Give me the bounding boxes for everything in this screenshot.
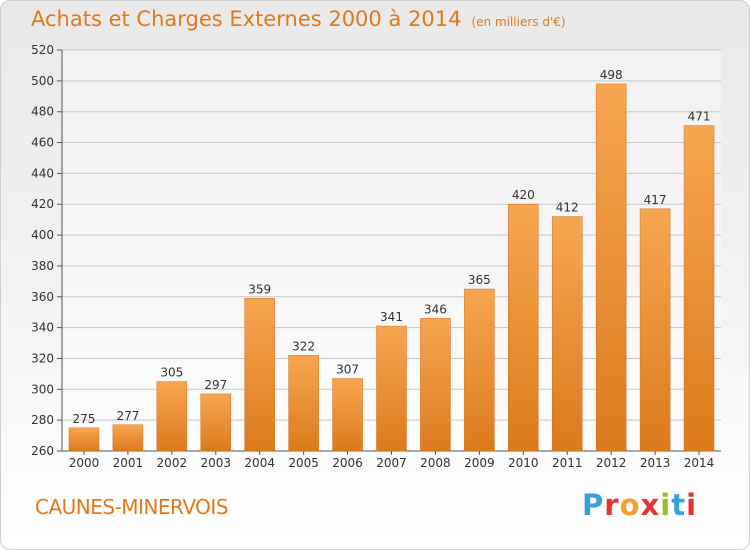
x-tick-label: 2007 bbox=[376, 456, 407, 470]
y-tick-label: 420 bbox=[31, 197, 54, 211]
unit-label: (en milliers d'€) bbox=[471, 15, 566, 29]
x-tick-label: 2002 bbox=[157, 456, 188, 470]
brand-letter: r bbox=[604, 488, 620, 522]
brand-letter: P bbox=[582, 488, 605, 522]
bar bbox=[464, 288, 495, 452]
brand-letter: x bbox=[640, 488, 661, 522]
x-tick-label: 2004 bbox=[244, 456, 275, 470]
bar bbox=[683, 125, 715, 452]
data-label: 359 bbox=[248, 282, 271, 296]
y-tick-label: 440 bbox=[31, 166, 54, 180]
data-label: 417 bbox=[644, 193, 667, 207]
x-tick-label: 2009 bbox=[464, 456, 495, 470]
data-label: 365 bbox=[468, 273, 491, 287]
x-tick-label: 2003 bbox=[200, 456, 231, 470]
y-tick-label: 480 bbox=[31, 105, 54, 119]
y-tick-label: 340 bbox=[31, 321, 54, 335]
data-label: 412 bbox=[556, 201, 579, 215]
bar bbox=[244, 298, 275, 452]
brand-letter: t bbox=[671, 488, 687, 522]
x-tick-label: 2005 bbox=[288, 456, 319, 470]
brand-letter: i bbox=[686, 488, 698, 522]
y-tick-label: 460 bbox=[31, 136, 54, 150]
bar bbox=[200, 393, 232, 452]
bar bbox=[112, 424, 144, 452]
bar bbox=[508, 203, 539, 452]
data-label: 275 bbox=[73, 412, 96, 426]
data-label: 305 bbox=[160, 366, 183, 380]
data-label: 420 bbox=[512, 188, 535, 202]
x-tick-label: 2011 bbox=[552, 456, 583, 470]
brand-letter: o bbox=[619, 488, 641, 522]
bar bbox=[68, 427, 100, 452]
location-label: CAUNES-MINERVOIS bbox=[35, 495, 229, 519]
y-tick-label: 280 bbox=[31, 413, 54, 427]
data-label: 277 bbox=[116, 409, 139, 423]
bar bbox=[639, 208, 671, 452]
data-label: 341 bbox=[380, 310, 403, 324]
data-label: 471 bbox=[688, 110, 711, 124]
x-tick-label: 2001 bbox=[113, 456, 144, 470]
y-tick-label: 360 bbox=[31, 290, 54, 304]
bar bbox=[288, 355, 319, 452]
x-tick-label: 2014 bbox=[684, 456, 715, 470]
proxiti-logo: Proxiti bbox=[582, 488, 697, 522]
x-tick-label: 2000 bbox=[69, 456, 100, 470]
bar bbox=[551, 216, 583, 452]
y-tick-label: 380 bbox=[31, 259, 54, 273]
x-tick-label: 2012 bbox=[596, 456, 627, 470]
y-tick-label: 520 bbox=[31, 43, 54, 57]
data-label: 307 bbox=[336, 363, 359, 377]
y-tick-label: 500 bbox=[31, 74, 54, 88]
x-tick-label: 2006 bbox=[332, 456, 363, 470]
x-tick-label: 2008 bbox=[420, 456, 451, 470]
bar bbox=[156, 381, 188, 452]
brand-letter: i bbox=[660, 488, 672, 522]
bar bbox=[420, 318, 451, 452]
x-tick-label: 2013 bbox=[640, 456, 671, 470]
y-tick-label: 400 bbox=[31, 228, 54, 242]
data-label: 297 bbox=[204, 378, 227, 392]
data-label: 346 bbox=[424, 302, 447, 316]
bar bbox=[595, 83, 627, 452]
chart-title-text: Achats et Charges Externes 2000 à 2014 bbox=[31, 7, 462, 31]
data-label: 322 bbox=[292, 339, 315, 353]
y-tick-label: 300 bbox=[31, 382, 54, 396]
chart-title: Achats et Charges Externes 2000 à 2014 (e… bbox=[31, 7, 566, 31]
bar bbox=[376, 325, 407, 452]
data-label: 498 bbox=[600, 68, 623, 82]
y-tick-label: 320 bbox=[31, 351, 54, 365]
y-tick-label: 260 bbox=[31, 444, 54, 458]
bar bbox=[332, 378, 363, 452]
x-tick-label: 2010 bbox=[508, 456, 539, 470]
